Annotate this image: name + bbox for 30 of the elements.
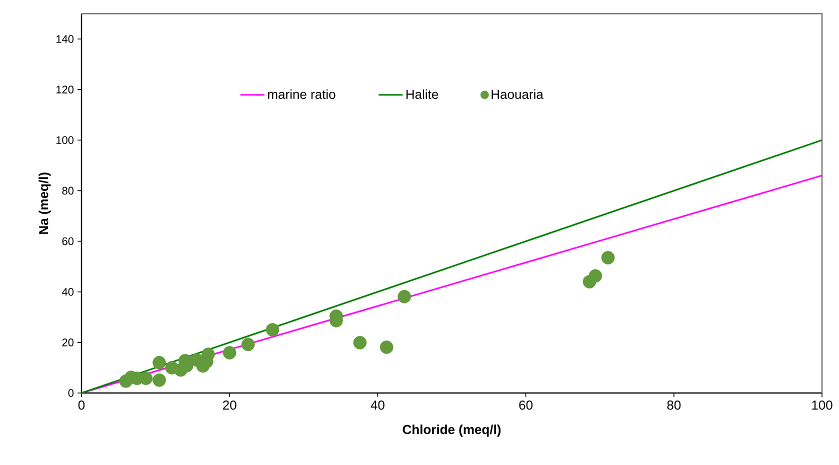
point (266, 323, 280, 336)
x-tick-label: 80 (667, 400, 681, 410)
point (241, 338, 255, 352)
point (152, 373, 166, 387)
y-tick-label: 120 (56, 86, 74, 94)
y-tick-label: 80 (62, 186, 74, 195)
point (380, 340, 394, 354)
point (588, 269, 602, 283)
point (353, 336, 367, 350)
x-tick-label: 100 (812, 400, 832, 410)
point (398, 290, 412, 304)
y-tick-label: 40 (62, 288, 74, 296)
y-tick-label: 20 (62, 338, 74, 346)
x-axis-title: Chloride (meq/l) (402, 424, 501, 437)
y-tick-label: 100 (56, 136, 74, 144)
point (601, 251, 615, 264)
legend-label: Haouaria (492, 89, 544, 99)
point (222, 346, 236, 360)
legend-label: Halite (406, 89, 438, 99)
y-tick-label: 0 (68, 389, 74, 397)
legend-label: marine ratio (268, 89, 336, 99)
x-tick-label: 20 (223, 400, 236, 410)
point (152, 356, 166, 370)
y-tick-label: 60 (62, 237, 74, 246)
y-axis-title: Na (meq/l) (38, 172, 51, 234)
point (201, 348, 215, 362)
x-tick-label: 60 (519, 400, 533, 410)
x-tick-label: 0 (78, 400, 85, 410)
y-tick-label: 140 (56, 35, 74, 43)
x-tick-label: 40 (370, 400, 384, 410)
